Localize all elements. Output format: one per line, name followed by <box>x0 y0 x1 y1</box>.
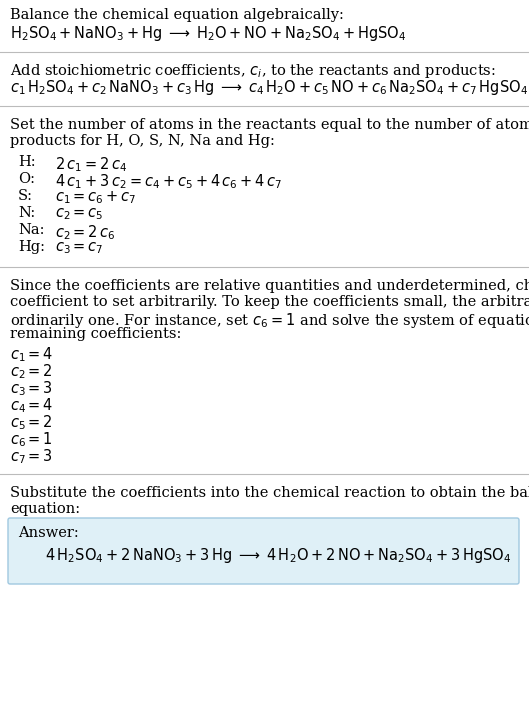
Text: $c_5 = 2$: $c_5 = 2$ <box>10 413 53 432</box>
Text: Hg:: Hg: <box>18 240 45 254</box>
Text: H:: H: <box>18 155 35 169</box>
Text: $\mathrm{H_2SO_4} + \mathrm{NaNO_3} + \mathrm{Hg} \;\longrightarrow\; \mathrm{H_: $\mathrm{H_2SO_4} + \mathrm{NaNO_3} + \m… <box>10 24 406 43</box>
Text: $c_4 = 4$: $c_4 = 4$ <box>10 396 53 414</box>
Text: $c_1\,\mathrm{H_2SO_4} + c_2\,\mathrm{NaNO_3} + c_3\,\mathrm{Hg} \;\longrightarr: $c_1\,\mathrm{H_2SO_4} + c_2\,\mathrm{Na… <box>10 78 528 97</box>
Text: $c_1 = 4$: $c_1 = 4$ <box>10 345 53 364</box>
FancyBboxPatch shape <box>8 518 519 584</box>
Text: S:: S: <box>18 189 33 203</box>
Text: $4\,c_1 + 3\,c_2 = c_4 + c_5 + 4\,c_6 + 4\,c_7$: $4\,c_1 + 3\,c_2 = c_4 + c_5 + 4\,c_6 + … <box>55 172 282 190</box>
Text: Set the number of atoms in the reactants equal to the number of atoms in the: Set the number of atoms in the reactants… <box>10 118 529 132</box>
Text: O:: O: <box>18 172 35 186</box>
Text: products for H, O, S, N, Na and Hg:: products for H, O, S, N, Na and Hg: <box>10 134 275 148</box>
Text: Since the coefficients are relative quantities and underdetermined, choose a: Since the coefficients are relative quan… <box>10 279 529 293</box>
Text: $c_3 = c_7$: $c_3 = c_7$ <box>55 240 104 256</box>
Text: Balance the chemical equation algebraically:: Balance the chemical equation algebraica… <box>10 8 344 22</box>
Text: Answer:: Answer: <box>18 526 79 540</box>
Text: $c_3 = 3$: $c_3 = 3$ <box>10 379 53 398</box>
Text: coefficient to set arbitrarily. To keep the coefficients small, the arbitrary va: coefficient to set arbitrarily. To keep … <box>10 295 529 309</box>
Text: Add stoichiometric coefficients, $c_i$, to the reactants and products:: Add stoichiometric coefficients, $c_i$, … <box>10 62 496 80</box>
Text: $c_2 = c_5$: $c_2 = c_5$ <box>55 206 104 222</box>
Text: N:: N: <box>18 206 35 220</box>
Text: $2\,c_1 = 2\,c_4$: $2\,c_1 = 2\,c_4$ <box>55 155 127 174</box>
Text: $c_6 = 1$: $c_6 = 1$ <box>10 430 53 449</box>
Text: $c_7 = 3$: $c_7 = 3$ <box>10 447 53 466</box>
Text: $4\,\mathrm{H_2SO_4} + 2\,\mathrm{NaNO_3} + 3\,\mathrm{Hg} \;\longrightarrow\; 4: $4\,\mathrm{H_2SO_4} + 2\,\mathrm{NaNO_3… <box>45 546 512 565</box>
Text: remaining coefficients:: remaining coefficients: <box>10 327 181 341</box>
Text: equation:: equation: <box>10 502 80 516</box>
Text: $c_2 = 2$: $c_2 = 2$ <box>10 362 53 381</box>
Text: Substitute the coefficients into the chemical reaction to obtain the balanced: Substitute the coefficients into the che… <box>10 486 529 500</box>
Text: $c_2 = 2\,c_6$: $c_2 = 2\,c_6$ <box>55 223 115 241</box>
Text: ordinarily one. For instance, set $c_6 = 1$ and solve the system of equations fo: ordinarily one. For instance, set $c_6 =… <box>10 311 529 330</box>
Text: $c_1 = c_6 + c_7$: $c_1 = c_6 + c_7$ <box>55 189 136 206</box>
Text: Na:: Na: <box>18 223 44 237</box>
